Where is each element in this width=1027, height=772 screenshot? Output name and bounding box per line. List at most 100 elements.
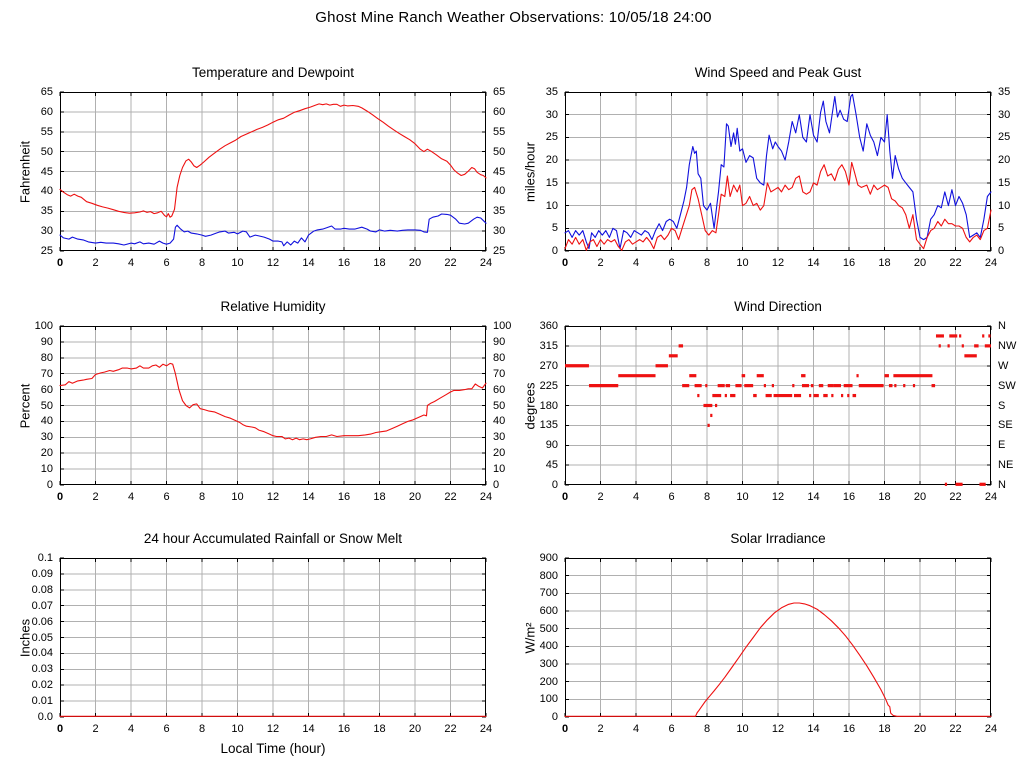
solar-irradiance-xtick-20: 20 [913,723,927,735]
rainfall-plot [59,557,487,718]
wind-speed-gust-series-peak-gust [564,93,992,250]
solar-irradiance-ytick-0: 0 [551,711,558,723]
rainfall-xtick-8: 8 [198,723,206,735]
rainfall-ytick-0.01: 0.01 [31,695,53,708]
temperature-dewpoint-xtick-24: 24 [479,257,493,269]
rainfall-ytick-0.05: 0.05 [31,631,53,644]
solar-irradiance-ytick-500: 500 [539,622,558,635]
temperature-dewpoint-ytick-25: 25 [40,245,53,257]
rainfall-ytick-0.09: 0.09 [31,567,53,580]
wind-direction-ytick-right-E: E [998,439,1006,452]
rainfall-ytick-0.02: 0.02 [31,679,53,692]
wind-speed-gust-ytick-right-15: 15 [998,176,1011,189]
wind-direction-xtick-2: 2 [597,491,604,503]
wind-speed-gust-ytick-right-30: 30 [998,108,1011,121]
wind-direction-ytick-225: 225 [539,379,558,392]
relative-humidity-xtick-16: 16 [337,491,351,503]
wind-speed-gust-plot [564,91,992,252]
wind-speed-gust-ytick-0: 0 [551,245,558,257]
temperature-dewpoint-ytick-right-40: 40 [493,185,506,198]
temperature-dewpoint-ytick-right-25: 25 [493,245,506,257]
temperature-dewpoint-series-dewpoint [59,213,487,247]
wind-direction-xtick-6: 6 [668,491,675,503]
relative-humidity-ytick-right-30: 30 [493,431,506,444]
wind-speed-gust-ytick-right-25: 25 [998,131,1011,144]
temperature-dewpoint-ytick-right-50: 50 [493,145,506,158]
solar-irradiance-xtick-10: 10 [736,723,749,735]
relative-humidity-ytick-right-90: 90 [493,335,506,348]
temperature-dewpoint-ytick-35: 35 [40,205,53,218]
solar-irradiance-ytick-100: 100 [539,693,558,706]
temperature-dewpoint-series-temperature [59,103,487,218]
temperature-dewpoint-ytick-60: 60 [40,105,53,118]
temperature-dewpoint-ytick-65: 65 [40,86,53,98]
rainfall-xtick-4: 4 [127,723,135,735]
temperature-dewpoint-xtick-10: 10 [231,257,244,269]
wind-speed-gust-xtick-10: 10 [736,257,749,269]
rainfall-xtick-2: 2 [92,723,99,735]
wind-direction-ytick-45: 45 [545,459,558,472]
solar-irradiance-xtick-4: 4 [632,723,640,735]
relative-humidity-ytick-0: 0 [46,479,53,491]
relative-humidity-ytick-right-40: 40 [493,415,506,428]
wind-speed-gust-xtick-8: 8 [703,257,711,269]
relative-humidity-xtick-18: 18 [373,491,386,503]
solar-irradiance-plot [564,557,992,718]
solar-irradiance-xtick-2: 2 [597,723,604,735]
relative-humidity-ytick-100: 100 [34,320,53,332]
wind-direction-ytick-270: 270 [539,359,558,372]
wind-speed-gust-ytick-right-10: 10 [998,199,1011,212]
rainfall-xtick-16: 16 [337,723,351,735]
wind-direction-xtick-16: 16 [842,491,856,503]
wind-speed-gust-xtick-2: 2 [597,257,604,269]
relative-humidity-ytick-80: 80 [40,351,53,364]
solar-irradiance-xtick-8: 8 [703,723,711,735]
temperature-dewpoint-xtick-20: 20 [408,257,422,269]
relative-humidity-ytick-right-0: 0 [493,479,500,491]
relative-humidity-ytick-right-10: 10 [493,463,506,476]
relative-humidity-plot [59,325,487,486]
solar-irradiance-xtick-14: 14 [807,723,820,735]
relative-humidity-series-humidity [59,362,487,441]
relative-humidity-xtick-20: 20 [408,491,422,503]
wind-direction-ytick-right-NE: NE [998,459,1014,472]
temperature-dewpoint-ytick-55: 55 [40,125,53,138]
wind-speed-gust-xtick-24: 24 [984,257,998,269]
temperature-dewpoint-ytick-50: 50 [40,145,53,158]
rainfall-ytick-0.0: 0.0 [37,711,53,723]
wind-direction-ytick-360: 360 [539,320,558,332]
temperature-dewpoint-xtick-8: 8 [198,257,206,269]
rainfall-ytick-0.07: 0.07 [31,599,53,612]
rainfall-ytick-0.08: 0.08 [31,583,53,596]
wind-direction-xtick-20: 20 [913,491,927,503]
temperature-dewpoint-ytick-right-45: 45 [493,165,506,178]
relative-humidity-xtick-0: 0 [56,491,64,503]
rainfall-xtick-6: 6 [163,723,170,735]
relative-humidity-ytick-right-100: 100 [493,320,512,332]
wind-speed-gust-ytick-right-20: 20 [998,154,1011,167]
wind-speed-gust-title: Wind Speed and Peak Gust [694,65,862,80]
temperature-dewpoint-xtick-16: 16 [337,257,351,269]
relative-humidity-ytick-90: 90 [40,335,53,348]
relative-humidity-ytick-right-70: 70 [493,367,506,380]
relative-humidity-ytick-right-60: 60 [493,383,506,396]
rainfall-x-axis-label: Local Time (hour) [220,741,326,756]
rainfall-ytick-0.03: 0.03 [31,663,53,676]
wind-direction-xtick-0: 0 [561,491,569,503]
relative-humidity-ytick-right-20: 20 [493,447,506,460]
wind-direction-ytick-right-W: W [998,359,1009,372]
wind-speed-gust-ytick-15: 15 [545,176,558,189]
solar-irradiance-ytick-700: 700 [539,587,558,600]
solar-irradiance-ytick-900: 900 [539,552,558,564]
page-title: Ghost Mine Ranch Weather Observations: 1… [315,9,712,26]
relative-humidity-xtick-6: 6 [163,491,170,503]
wind-direction-ytick-right-N: N [998,320,1006,332]
temperature-dewpoint-ytick-40: 40 [40,185,53,198]
relative-humidity-ytick-30: 30 [40,431,53,444]
wind-speed-gust-xtick-6: 6 [668,257,675,269]
wind-speed-gust-xtick-4: 4 [632,257,640,269]
wind-speed-gust-ytick-25: 25 [545,131,558,144]
temperature-dewpoint-ytick-right-60: 60 [493,105,506,118]
temperature-dewpoint-ytick-right-65: 65 [493,86,506,98]
